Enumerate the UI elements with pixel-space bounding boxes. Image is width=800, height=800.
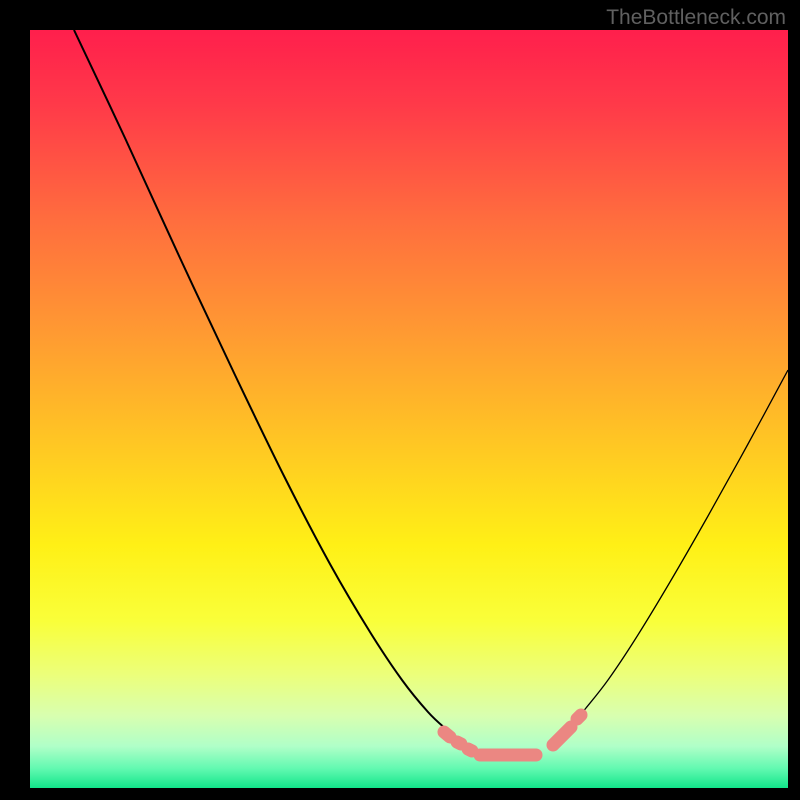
valley-datum-overlay xyxy=(444,715,581,755)
left-branch-curve xyxy=(74,30,458,738)
figure-container: TheBottleneck.com xyxy=(0,0,800,800)
watermark-text: TheBottleneck.com xyxy=(606,6,786,30)
plot-area xyxy=(30,30,788,788)
datum-segment xyxy=(577,715,581,719)
datum-segment xyxy=(457,742,461,744)
datum-segment xyxy=(553,727,571,745)
datum-segment xyxy=(444,732,450,737)
datum-segment xyxy=(468,749,472,751)
curve-layer xyxy=(30,30,788,788)
right-branch-curve xyxy=(558,370,788,738)
